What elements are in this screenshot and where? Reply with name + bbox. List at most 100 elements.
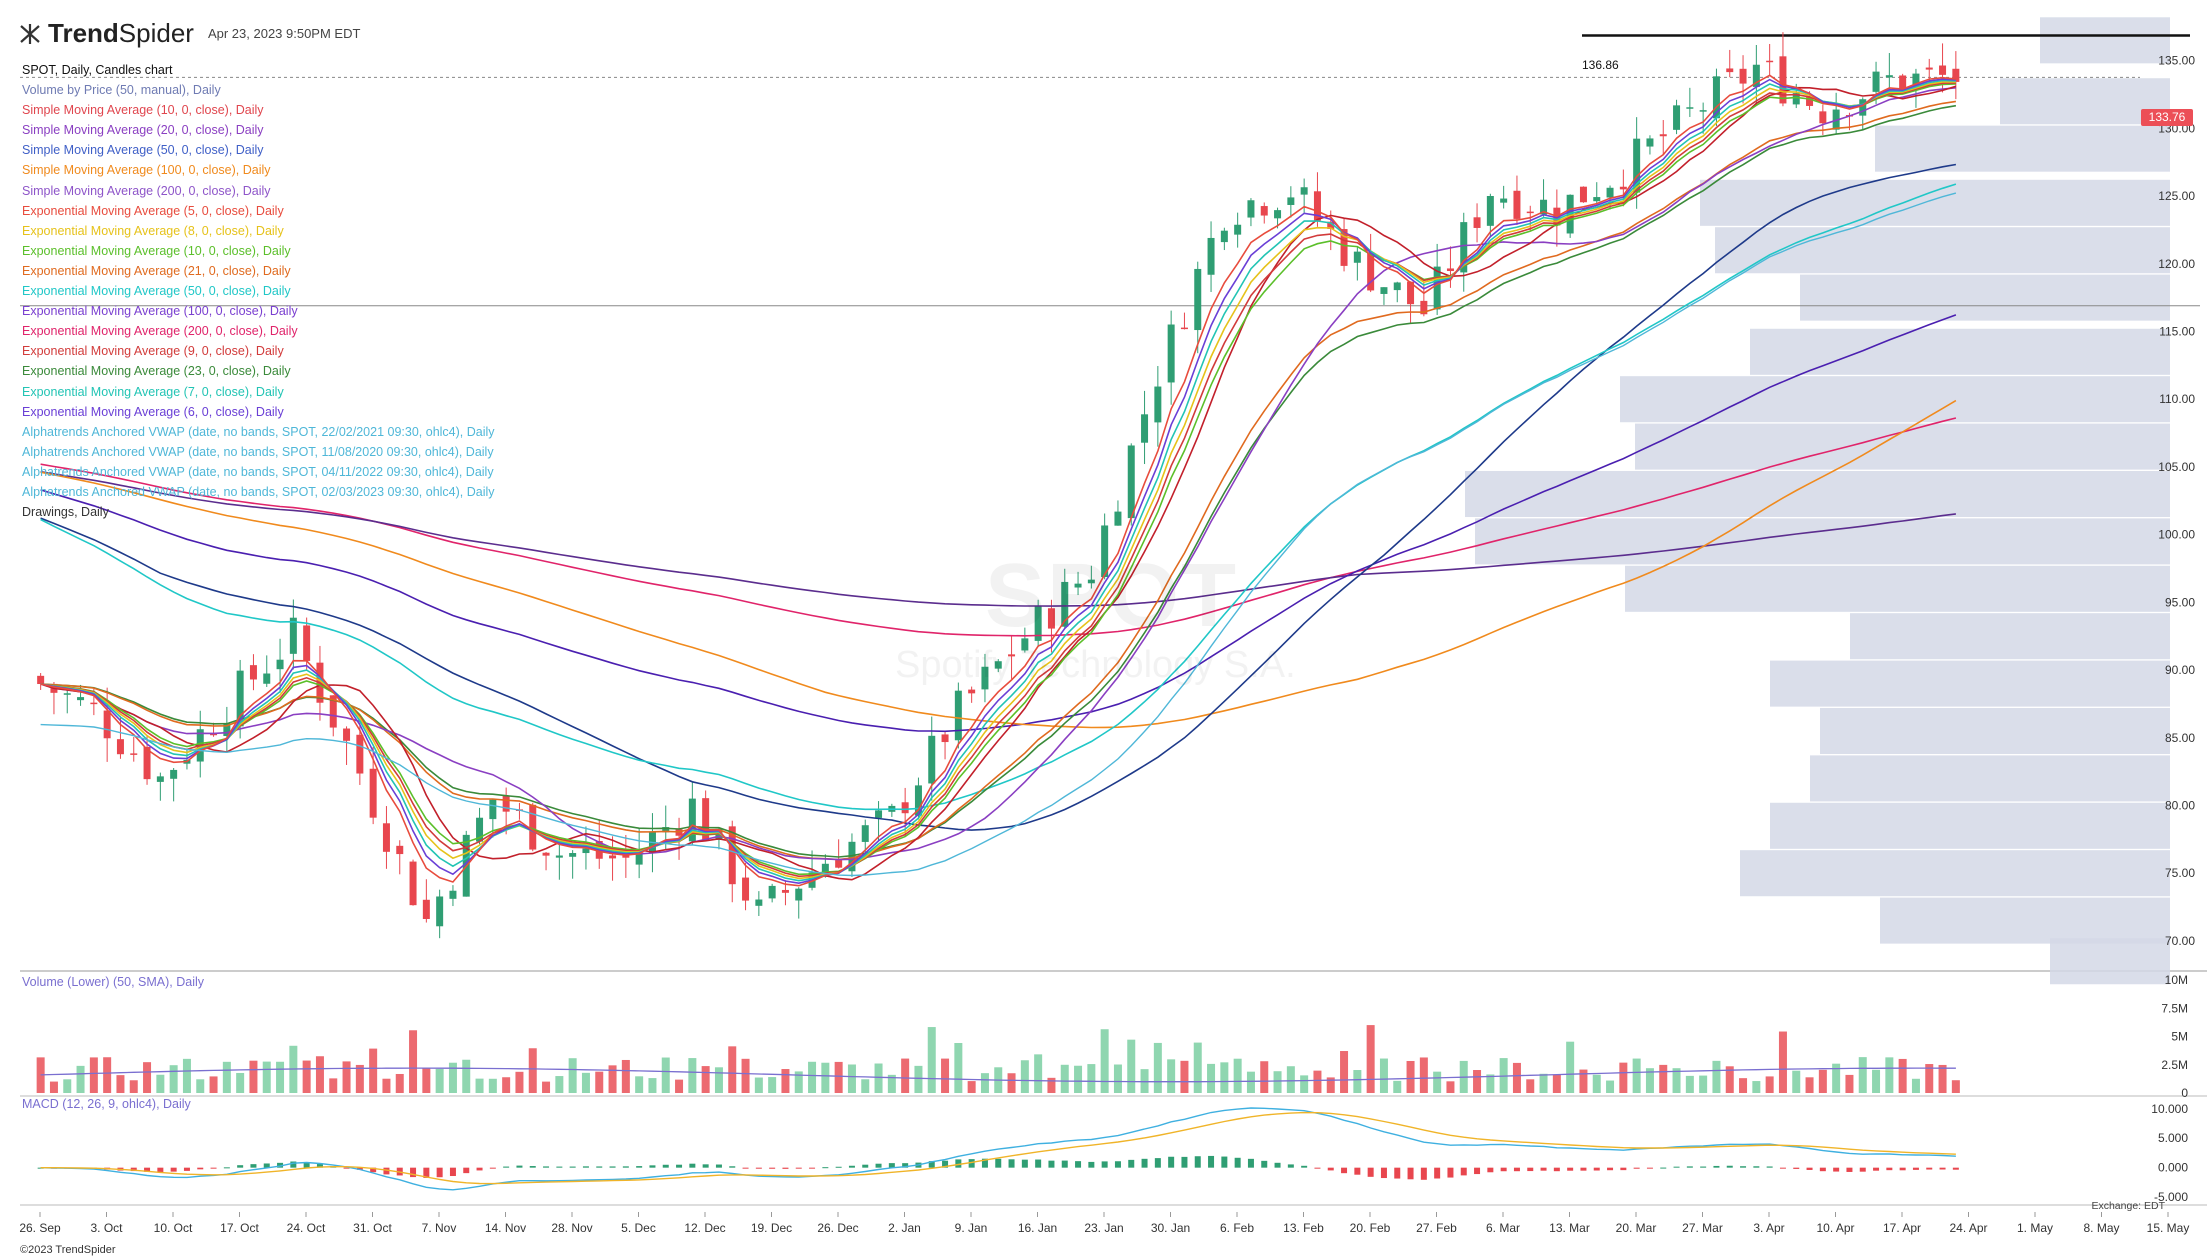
candle-body [1274, 210, 1282, 219]
candle-body [103, 710, 111, 739]
volume-bar [1845, 1074, 1854, 1093]
macd-pane-label[interactable]: MACD (12, 26, 9, ohlc4), Daily [22, 1097, 191, 1111]
company-watermark: Spotify Technology S.A. [895, 644, 1296, 686]
candle-body [1207, 237, 1215, 275]
macd-histogram-bar [1952, 1167, 1959, 1170]
volume-bar [1220, 1062, 1229, 1093]
legend-item[interactable]: Exponential Moving Average (200, 0, clos… [22, 324, 298, 339]
volume-pane-label[interactable]: Volume (Lower) (50, SMA), Daily [22, 975, 205, 989]
macd-histogram-bar [1141, 1158, 1148, 1168]
legend-item[interactable]: Simple Moving Average (100, 0, close), D… [22, 163, 271, 178]
candle-body [1486, 196, 1494, 226]
candle-body [276, 659, 284, 670]
date-tick-label: 12. Dec [684, 1221, 725, 1235]
candle-body [795, 888, 803, 901]
candle-body [1899, 75, 1907, 92]
sma-100-line [40, 399, 1957, 729]
macd-line [40, 1107, 1956, 1191]
legend-item[interactable]: Simple Moving Average (10, 0, close), Da… [22, 103, 264, 118]
date-tick-label: 10. Oct [154, 1221, 193, 1235]
volume-bar [342, 1061, 351, 1093]
volume-profile-bar [2040, 17, 2170, 64]
volume-bar [1366, 1025, 1375, 1093]
volume-bar [1260, 1061, 1269, 1093]
macd-histogram-bar [130, 1167, 137, 1172]
legend-item[interactable]: Exponential Moving Average (9, 0, close)… [22, 344, 284, 359]
legend-item[interactable]: Simple Moving Average (20, 0, close), Da… [22, 123, 264, 138]
volume-bar [209, 1076, 218, 1093]
macd-histogram-bar [503, 1166, 510, 1168]
candle-body [156, 776, 164, 782]
macd-histogram-bar [1474, 1167, 1481, 1175]
macd-histogram-bar [995, 1158, 1002, 1168]
macd-tick-label: 0.000 [2158, 1161, 2188, 1175]
macd-histogram-bar [556, 1166, 563, 1168]
legend-item[interactable]: Alphatrends Anchored VWAP (date, no band… [22, 444, 494, 459]
volume-bar [768, 1077, 777, 1093]
candle-body [356, 734, 364, 774]
volume-bar [675, 1079, 684, 1093]
legend-item[interactable]: Exponential Moving Average (21, 0, close… [22, 263, 291, 278]
candle-body [436, 896, 444, 927]
candle-body [981, 666, 989, 690]
legend-item[interactable]: Volume by Price (50, manual), Daily [22, 83, 221, 98]
volume-bar [315, 1056, 324, 1093]
volume-bar [1805, 1077, 1814, 1093]
candle-body [1473, 217, 1481, 228]
legend-item[interactable]: Exponential Moving Average (7, 0, close)… [22, 384, 284, 399]
macd-histogram-bar [1753, 1166, 1760, 1168]
candle-body [116, 739, 124, 755]
legend-item[interactable]: Exponential Moving Average (23, 0, close… [22, 364, 291, 379]
legend-item[interactable]: Exponential Moving Average (100, 0, clos… [22, 304, 298, 319]
macd-histogram-bar [237, 1165, 244, 1168]
macd-histogram-bar [742, 1167, 749, 1169]
macd-histogram-bar [529, 1166, 536, 1168]
volume-bar [1606, 1080, 1615, 1093]
candle-body [1220, 230, 1228, 243]
volume-bar [1712, 1060, 1721, 1093]
macd-histogram-bar [902, 1163, 909, 1168]
volume-profile-bar [2050, 938, 2170, 985]
candle-body [901, 802, 909, 814]
legend-item[interactable]: Simple Moving Average (50, 0, close), Da… [22, 143, 264, 158]
volume-profile-bar [1770, 802, 2170, 849]
macd-histogram-bar [862, 1164, 869, 1168]
macd-histogram-bar [1899, 1167, 1906, 1171]
volume-bar [528, 1048, 537, 1093]
volume-bar [1473, 1070, 1482, 1093]
ema-50-line [40, 183, 1957, 811]
trendspider-logo[interactable]: TrendSpider [18, 18, 194, 49]
volume-bar [1233, 1058, 1242, 1093]
legend-item[interactable]: Alphatrends Anchored VWAP (date, no band… [22, 424, 495, 439]
volume-bar [222, 1061, 231, 1093]
ema-5-line [40, 74, 1956, 887]
candle-body [1074, 583, 1082, 588]
legend-item[interactable]: Alphatrends Anchored VWAP (date, no band… [22, 464, 494, 479]
candle-body [90, 702, 98, 705]
macd-histogram-bar [1354, 1167, 1361, 1175]
volume-bar [1060, 1064, 1069, 1093]
price-tick-label: 75.00 [2165, 866, 2195, 880]
date-tick-label: 2. Jan [888, 1221, 921, 1235]
candle-body [1819, 111, 1827, 124]
macd-histogram-bar [1633, 1167, 1640, 1169]
macd-histogram-bar [1114, 1161, 1121, 1168]
legend-item[interactable]: Exponential Moving Average (50, 0, close… [22, 284, 291, 299]
candle-body [635, 851, 643, 865]
chart-title[interactable]: SPOT, Daily, Candles chart [22, 63, 173, 77]
legend-item[interactable]: Exponential Moving Average (10, 0, close… [22, 243, 291, 258]
ema-7-line [40, 79, 1956, 882]
legend-item[interactable]: Alphatrends Anchored VWAP (date, no band… [22, 484, 495, 499]
legend-item[interactable]: Exponential Moving Average (8, 0, close)… [22, 223, 284, 238]
legend-item[interactable]: Simple Moving Average (200, 0, close), D… [22, 183, 271, 198]
legend-item[interactable]: Drawings, Daily [22, 505, 109, 520]
legend-item[interactable]: Exponential Moving Average (6, 0, close)… [22, 404, 284, 419]
price-tick-label: 85.00 [2165, 731, 2195, 745]
volume-bar [941, 1058, 950, 1093]
macd-histogram-bar [1247, 1158, 1254, 1168]
volume-profile-bar [1635, 423, 2170, 470]
volume-bar [1419, 1057, 1428, 1093]
legend-item[interactable]: Exponential Moving Average (5, 0, close)… [22, 203, 284, 218]
